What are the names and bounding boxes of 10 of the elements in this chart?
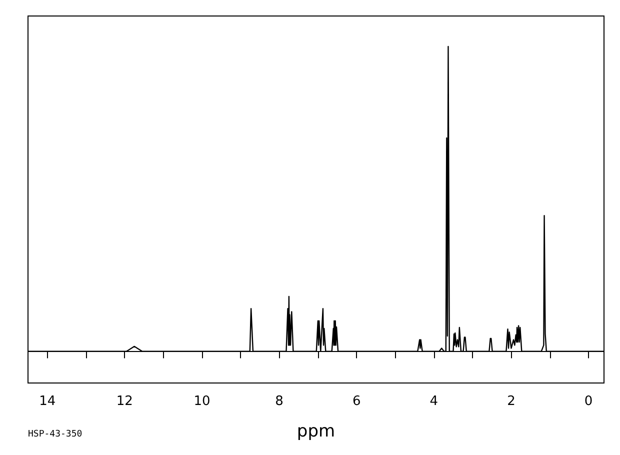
x-tick-label: 14 [39, 394, 56, 409]
text: HSP-43-350 [28, 430, 82, 440]
x-axis-title: ppm [296, 422, 336, 442]
x-tick-label: 2 [507, 394, 516, 409]
x-tick-label: 10 [194, 394, 210, 409]
x-tick-label: 4 [430, 394, 438, 409]
x-tick-label: 0 [584, 394, 593, 409]
x-tick-label: 12 [116, 394, 133, 409]
x-tick-label: 8 [275, 394, 284, 409]
x-tick-label: 6 [352, 394, 361, 409]
